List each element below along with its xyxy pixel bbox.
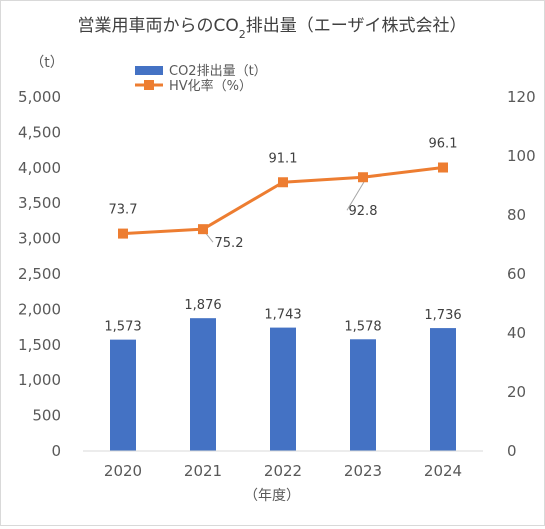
line-data-label: 96.1 [429, 137, 458, 152]
x-axis: 2020 2021 2022 2023 2024 [104, 462, 462, 480]
x-tick-label: 2021 [184, 462, 222, 480]
left-tick-label: 4,000 [18, 159, 61, 177]
legend-swatch-bar [135, 66, 163, 75]
bar-data-label: 1,573 [104, 320, 141, 335]
right-tick-label: 40 [507, 324, 526, 342]
left-tick-label: 4,500 [18, 123, 61, 141]
chart-title-subscript: 2 [239, 28, 246, 41]
x-tick-label: 2020 [104, 462, 142, 480]
left-tick-label: 5,000 [18, 88, 61, 106]
line-series [118, 162, 448, 239]
line-data-label: 92.8 [349, 204, 378, 219]
bar-2023 [350, 339, 376, 451]
right-tick-label: 20 [507, 383, 526, 401]
line-data-label: 73.7 [109, 203, 138, 218]
legend-swatch-marker [144, 80, 154, 90]
x-tick-label: 2023 [344, 462, 382, 480]
right-tick-label: 0 [507, 442, 517, 460]
left-tick-label: 3,000 [18, 230, 61, 248]
bar-2020 [110, 339, 136, 451]
hv-rate-point-2020 [118, 228, 128, 239]
left-tick-label: 500 [32, 407, 61, 425]
bar-data-label: 1,578 [344, 319, 381, 334]
bar-data-label: 1,743 [264, 308, 301, 323]
data-labels: 1,573 1,876 1,743 1,578 1,736 73.7 75.2 91.1 92.… [104, 137, 461, 335]
line-data-label: 91.1 [269, 151, 298, 166]
bar-data-label: 1,736 [424, 308, 461, 323]
bar-2024 [430, 328, 456, 451]
left-tick-label: 3,500 [18, 194, 61, 212]
right-tick-label: 120 [507, 88, 536, 106]
bar-data-label: 1,876 [184, 298, 221, 313]
left-tick-label: 2,000 [18, 300, 61, 318]
bar-2021 [190, 318, 216, 451]
bar-series [83, 318, 483, 452]
hv-rate-point-2021 [198, 224, 208, 235]
hv-rate-point-2022 [278, 177, 288, 188]
left-axis: 0 500 1,000 1,500 2,000 2,500 3,000 3,500 4,000 4… [18, 88, 61, 460]
right-tick-label: 100 [507, 147, 536, 165]
y-unit-label: （t） [30, 55, 64, 71]
bar-2022 [270, 327, 296, 451]
chart-title: 営業用車両からのCO2排出量（エーザイ株式会社） [78, 16, 467, 41]
chart-title-main: 営業用車両からのCO [78, 16, 239, 36]
right-tick-label: 80 [507, 206, 526, 224]
left-tick-label: 0 [51, 442, 61, 460]
left-tick-label: 1,000 [18, 371, 61, 389]
legend-label-bar: CO2排出量（t） [169, 64, 267, 79]
left-tick-label: 2,500 [18, 265, 61, 283]
hv-rate-point-2023 [358, 172, 368, 183]
leader-lines [204, 179, 366, 243]
x-tick-label: 2022 [264, 462, 302, 480]
hv-rate-point-2024 [438, 162, 448, 173]
line-data-label: 75.2 [215, 236, 244, 251]
x-tick-label: 2024 [424, 462, 462, 480]
right-axis: 0 20 40 60 80 100 120 [507, 88, 536, 460]
right-tick-label: 60 [507, 265, 526, 283]
label-leader-line [346, 179, 366, 211]
x-axis-label: （年度） [244, 488, 300, 504]
left-tick-label: 1,500 [18, 336, 61, 354]
chart-title-rest: 排出量（エーザイ株式会社） [246, 16, 467, 36]
legend: CO2排出量（t） HV化率（%） [135, 64, 267, 94]
legend-label-line: HV化率（%） [169, 78, 252, 94]
